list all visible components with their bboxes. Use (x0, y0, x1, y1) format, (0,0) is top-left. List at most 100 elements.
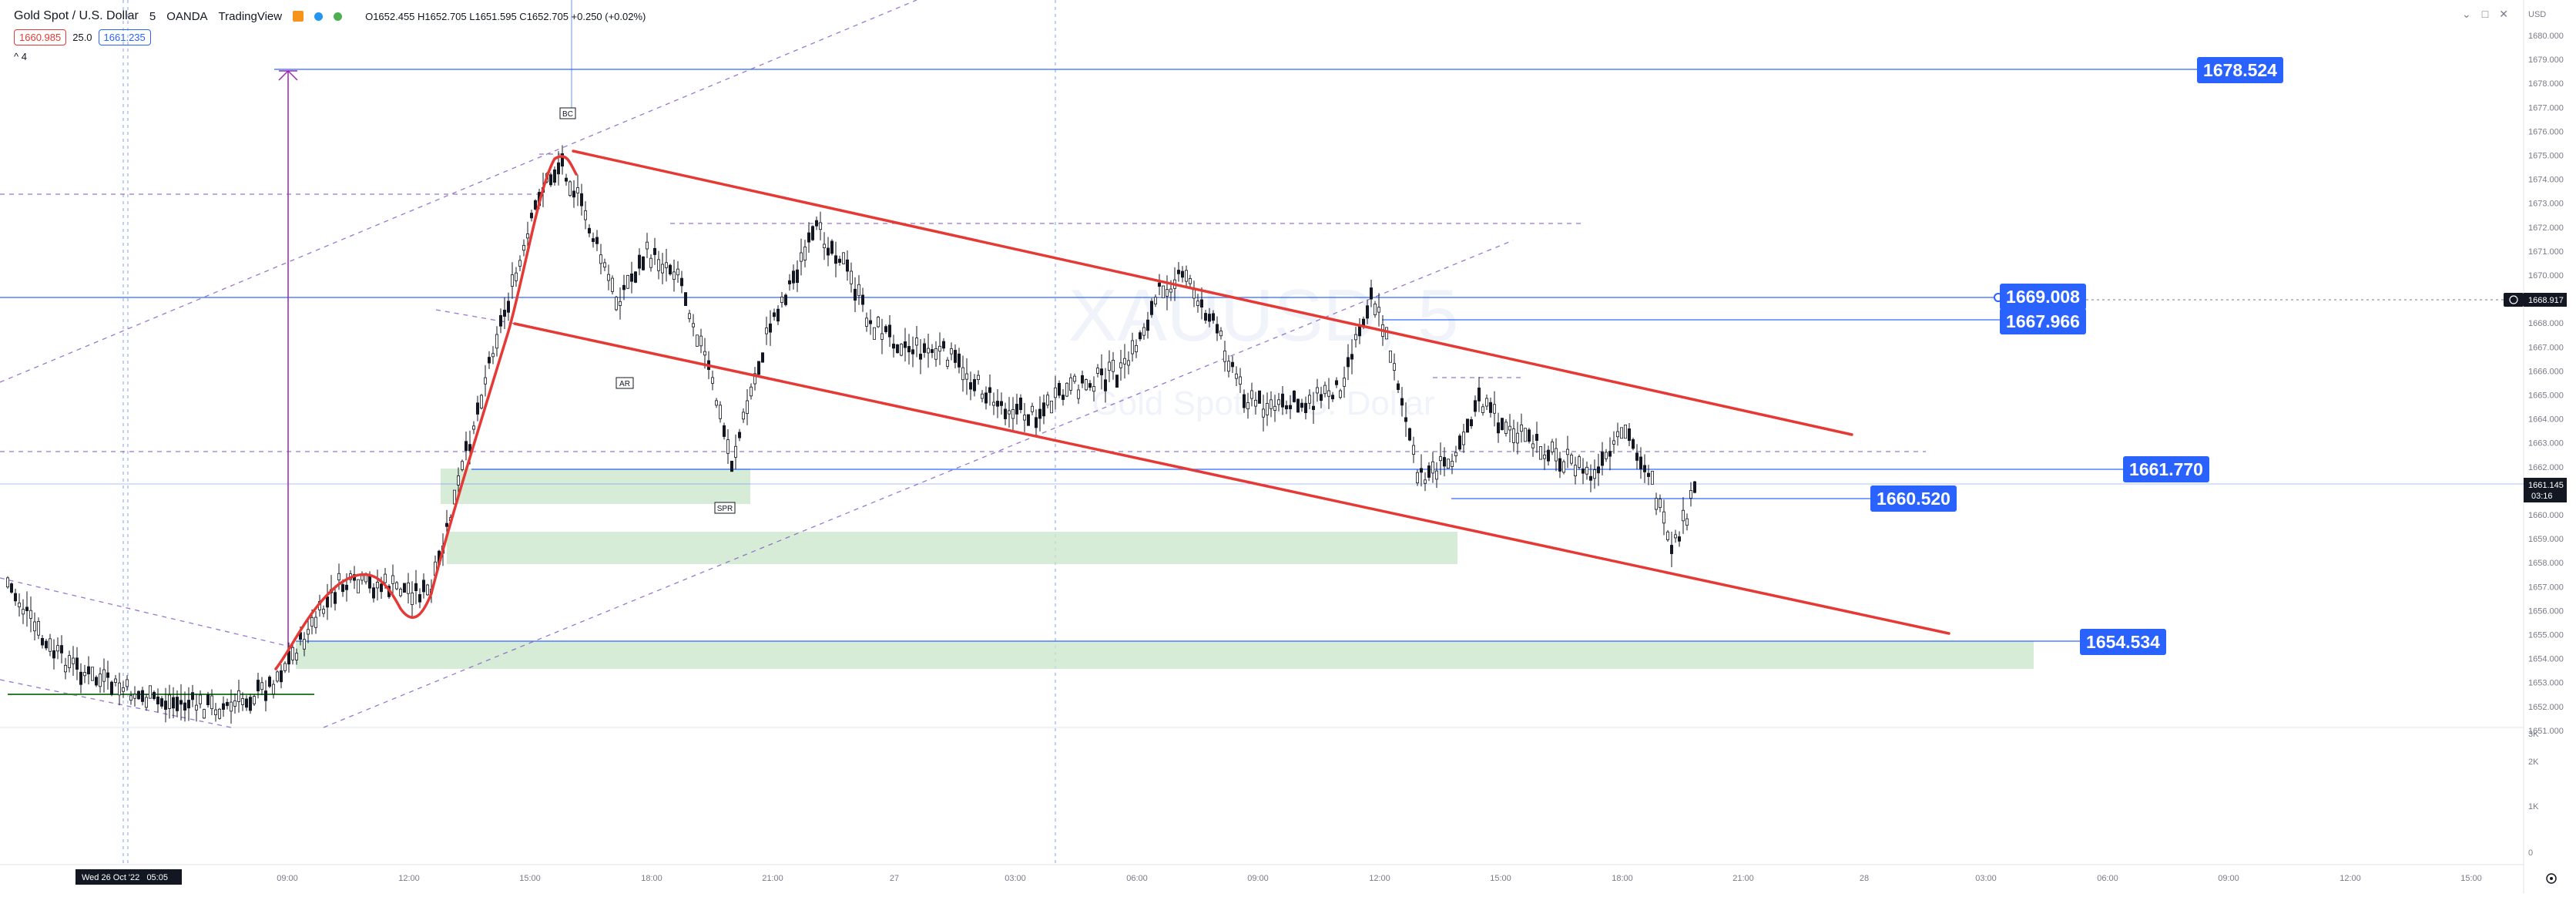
sell-button[interactable]: 1660.985 (14, 29, 67, 45)
price-channel[interactable] (274, 150, 1950, 670)
horizontal-levels[interactable] (0, 69, 2524, 642)
market-status-icon (314, 12, 324, 21)
price-tick-label: 1655.000 (2528, 631, 2564, 640)
last-price-tag: 1661.145 03:16 (2524, 478, 2567, 502)
volume-tick-label: 3K (2528, 730, 2539, 739)
level-labels[interactable]: 1678.524 1669.008 1667.966 1661.770 1660… (1870, 57, 2283, 655)
time-cursor-label: Wed 26 Oct '22 05:05 (82, 873, 168, 882)
price-tick-label: 1666.000 (2528, 367, 2564, 376)
close-icon[interactable]: ✕ (2499, 8, 2508, 20)
label-bc: BC (562, 110, 573, 119)
price-tick-label: 1676.000 (2528, 127, 2564, 136)
platform-label: TradingView (218, 9, 283, 23)
price-tick-label: 1678.000 (2528, 79, 2564, 89)
maximize-icon[interactable]: □ (2481, 8, 2489, 20)
price-axis[interactable]: USD 1680.000 1679.000 1678.000 1677.000 1676… (2528, 10, 2564, 736)
level-label-1654: 1654.534 (2086, 632, 2160, 652)
price-tick-label: 1653.000 (2528, 679, 2564, 688)
volume-axis[interactable]: 3K 2K 1K 0 (2528, 730, 2539, 858)
price-tick-label: 1680.000 (2528, 32, 2564, 41)
interval-label[interactable]: 5 (149, 9, 156, 23)
bar-countdown-label: 03:16 (2531, 492, 2553, 501)
price-tick-label: 1662.000 (2528, 463, 2564, 472)
symbol-name[interactable]: Gold Spot / U.S. Dollar (14, 9, 139, 22)
price-tick-label: 1667.000 (2528, 343, 2564, 352)
demand-zone-upper (441, 469, 750, 504)
buy-button[interactable]: 1661.235 (98, 29, 151, 45)
price-tick-label: 1668.000 (2528, 319, 2564, 328)
candlestick-series (5, 145, 1696, 724)
price-tick-label: 1677.000 (2528, 103, 2564, 113)
dashed-guides[interactable] (0, 0, 1926, 728)
crosshair-price-tag: 1668.917 (2504, 293, 2567, 307)
indicators-toggle[interactable]: ^ 4 (14, 51, 27, 62)
window-controls: ⌄ □ ✕ (2462, 8, 2508, 21)
time-axis[interactable]: 09:00 12:00 15:00 18:00 21:00 27 03:00 06:00 09:… (277, 874, 2482, 883)
time-tick-label: 09:00 (1247, 874, 1269, 883)
channel-upper-line (572, 150, 1853, 436)
price-tick-label: 1656.000 (2528, 606, 2564, 616)
time-tick-label: 15:00 (2460, 874, 2482, 883)
time-tick-label: 09:00 (2218, 874, 2239, 883)
price-tick-label: 1679.000 (2528, 55, 2564, 65)
price-tick-label: 1675.000 (2528, 152, 2564, 161)
level-label-1660: 1660.520 (1877, 489, 1950, 509)
data-status-icon (334, 12, 343, 21)
time-tick-label: 12:00 (398, 874, 420, 883)
time-tick-label: 27 (890, 874, 899, 883)
time-tick-label: 06:00 (1126, 874, 1148, 883)
level-label-1667: 1667.966 (2006, 311, 2080, 331)
price-tick-label: 1663.000 (2528, 439, 2564, 448)
price-tick-label: 1659.000 (2528, 535, 2564, 544)
label-spr: SPR (717, 505, 733, 513)
time-tick-label: 28 (1860, 874, 1869, 883)
price-tick-label: 1652.000 (2528, 703, 2564, 712)
demand-zone-lower (296, 641, 2034, 669)
price-tick-label: 1665.000 (2528, 391, 2564, 401)
crosshair-price-label: 1668.917 (2528, 296, 2564, 305)
volume-tick-label: 0 (2528, 848, 2533, 858)
time-tick-label: 06:00 (2097, 874, 2118, 883)
time-tick-label: 21:00 (762, 874, 783, 883)
broker-label: OANDA (166, 9, 208, 23)
level-label-1661: 1661.770 (2129, 459, 2203, 479)
ohlc-values: O1652.455 H1652.705 L1651.595 C1652.705 … (365, 10, 646, 22)
demand-zones[interactable] (296, 469, 2034, 669)
time-tick-label: 18:00 (1612, 874, 1633, 883)
time-tick-label: 03:00 (1975, 874, 1997, 883)
chevron-down-icon[interactable]: ⌄ (2462, 8, 2471, 20)
time-cursor-tag: Wed 26 Oct '22 05:05 (75, 869, 182, 885)
volume-tick-label: 2K (2528, 758, 2539, 767)
broker-logo-icon (293, 11, 304, 22)
time-tick-label: 15:00 (1490, 874, 1511, 883)
price-tick-label: 1651.000 (2528, 727, 2564, 736)
volume-tick-label: 1K (2528, 802, 2539, 811)
price-tick-label: 1672.000 (2528, 223, 2564, 233)
time-tick-label: 21:00 (1732, 874, 1754, 883)
label-ar: AR (619, 380, 630, 388)
price-tick-label: 1657.000 (2528, 583, 2564, 592)
accumulation-curve (274, 155, 578, 670)
wyckoff-labels[interactable]: BC AR SPR (559, 107, 736, 514)
time-tick-label: 15:00 (519, 874, 541, 883)
price-tick-label: 1658.000 (2528, 559, 2564, 568)
time-tick-label: 09:00 (277, 874, 298, 883)
price-tick-label: 1654.000 (2528, 655, 2564, 664)
channel-lower-line (513, 322, 1950, 635)
price-axis-currency: USD (2528, 10, 2546, 19)
price-range-arrow[interactable] (278, 69, 298, 652)
level-label-1678: 1678.524 (2203, 60, 2277, 80)
spread-label: 25.0 (72, 32, 92, 43)
demand-zone-middle (447, 532, 1457, 564)
time-tick-label: 12:00 (1369, 874, 1390, 883)
price-tick-label: 1674.000 (2528, 176, 2564, 185)
trade-panel: 1660.985 25.0 1661.235 (14, 29, 151, 45)
price-tick-label: 1660.000 (2528, 511, 2564, 520)
time-tick-label: 03:00 (1005, 874, 1026, 883)
price-tick-label: 1673.000 (2528, 200, 2564, 209)
time-tick-label: 18:00 (641, 874, 662, 883)
price-tick-label: 1664.000 (2528, 415, 2564, 425)
settings-gear-icon[interactable] (2546, 873, 2557, 884)
